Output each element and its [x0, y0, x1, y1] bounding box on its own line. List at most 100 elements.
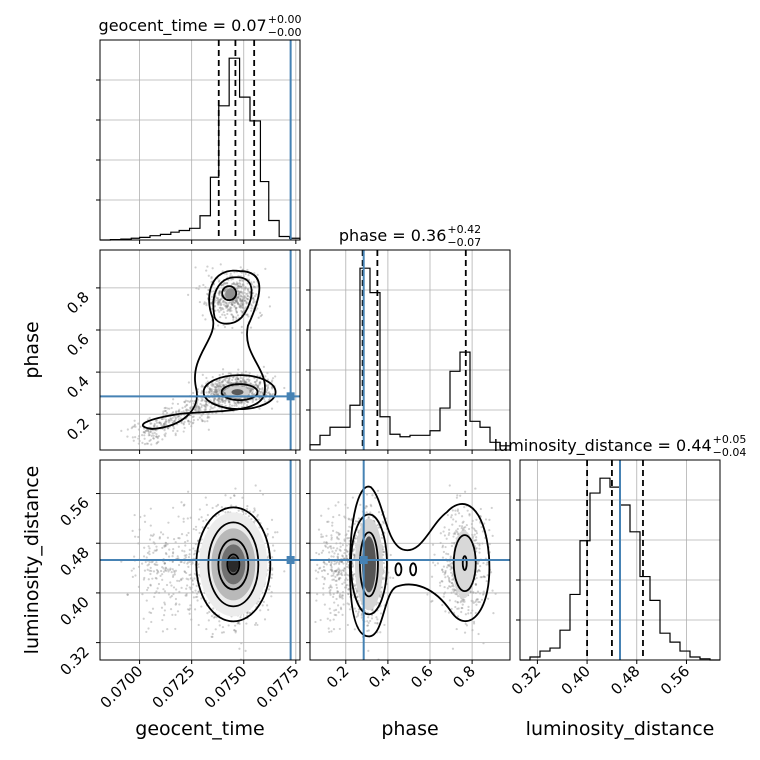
- sample-point: [232, 282, 235, 285]
- sample-point: [323, 603, 326, 606]
- sample-point: [207, 288, 210, 292]
- sample-point: [224, 404, 227, 408]
- sample-point: [328, 551, 331, 554]
- sample-point: [218, 399, 221, 402]
- sample-point: [179, 578, 183, 581]
- sample-point: [194, 589, 197, 592]
- sample-point: [248, 387, 252, 390]
- sample-point: [220, 631, 224, 634]
- sample-point: [214, 389, 217, 392]
- sample-point: [233, 301, 237, 305]
- sample-point: [244, 272, 247, 276]
- sample-point: [345, 557, 349, 560]
- sample-point: [376, 621, 379, 625]
- sample-point: [144, 560, 147, 564]
- sample-point: [276, 531, 279, 534]
- sample-point: [233, 494, 236, 497]
- sample-point: [382, 561, 385, 565]
- sample-point: [239, 298, 242, 301]
- sample-point: [217, 402, 220, 405]
- sample-point: [346, 602, 349, 605]
- sample-point: [172, 506, 175, 509]
- sample-point: [158, 421, 161, 424]
- sample-point: [444, 571, 447, 575]
- sample-point: [237, 296, 240, 299]
- sample-point: [224, 304, 227, 308]
- sample-point: [187, 420, 190, 423]
- sample-point: [214, 397, 217, 400]
- sample-point: [216, 301, 219, 305]
- sample-point: [266, 391, 269, 395]
- sample-point: [169, 567, 172, 570]
- sample-point: [236, 375, 239, 379]
- sample-point: [226, 281, 229, 285]
- sample-point: [451, 584, 454, 588]
- sample-point: [240, 271, 244, 274]
- sample-point: [245, 381, 248, 384]
- sample-point: [213, 390, 216, 393]
- sample-point: [240, 380, 243, 383]
- sample-point: [221, 398, 224, 401]
- sample-point: [185, 587, 188, 590]
- sample-point: [152, 437, 155, 440]
- sample-point: [337, 571, 340, 574]
- sample-point: [207, 428, 210, 431]
- sample-point: [197, 409, 201, 412]
- sample-point: [208, 387, 211, 390]
- sample-point: [185, 534, 188, 537]
- sample-point: [180, 560, 183, 564]
- sample-point: [343, 552, 346, 555]
- sample-point: [153, 549, 156, 552]
- sample-point: [231, 326, 234, 330]
- sample-point: [360, 616, 363, 619]
- sample-point: [331, 521, 334, 524]
- sample-point: [249, 389, 253, 392]
- sample-point: [201, 526, 204, 529]
- sample-point: [244, 380, 247, 383]
- sample-point: [346, 623, 349, 627]
- sample-point: [232, 318, 235, 321]
- sample-point: [255, 602, 258, 605]
- sample-point: [149, 566, 152, 569]
- sample-point: [345, 565, 349, 568]
- sample-point: [343, 581, 346, 584]
- sample-point: [170, 406, 173, 410]
- sample-point: [236, 622, 239, 625]
- sample-point: [222, 281, 225, 284]
- sample-point: [448, 580, 451, 584]
- sample-point: [185, 594, 188, 597]
- sample-point: [227, 381, 230, 384]
- sample-point: [183, 541, 187, 544]
- sample-point: [336, 573, 339, 576]
- sample-point: [199, 408, 202, 412]
- sample-point: [223, 388, 226, 392]
- sample-point: [455, 496, 458, 499]
- sample-point: [235, 376, 238, 379]
- sample-point: [359, 503, 362, 506]
- sample-point: [463, 598, 466, 602]
- sample-point: [251, 297, 255, 300]
- sample-point: [214, 388, 217, 391]
- sample-point: [456, 530, 459, 534]
- sample-point: [216, 384, 219, 387]
- sample-point: [177, 515, 180, 518]
- sample-point: [333, 613, 336, 616]
- sample-point: [237, 294, 241, 298]
- sample-point: [474, 547, 477, 550]
- sample-point: [231, 277, 235, 281]
- sample-point: [217, 385, 221, 388]
- sample-point: [226, 380, 229, 384]
- sample-point: [192, 583, 195, 586]
- sample-point: [162, 614, 166, 617]
- sample-point: [197, 287, 200, 291]
- sample-point: [265, 384, 268, 387]
- sample-point: [240, 309, 243, 313]
- sample-point: [228, 382, 232, 385]
- sample-point: [367, 629, 370, 632]
- sample-point: [236, 299, 239, 302]
- sample-point: [149, 507, 152, 510]
- sample-point: [169, 596, 172, 599]
- sample-point: [345, 544, 348, 547]
- sample-point: [148, 550, 151, 553]
